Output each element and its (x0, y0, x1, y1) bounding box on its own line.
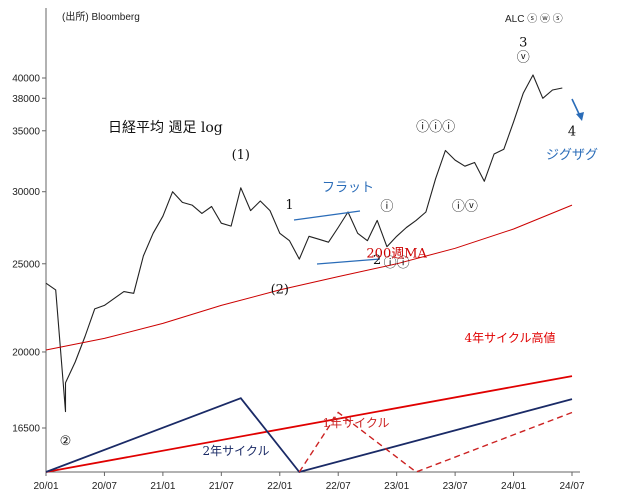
cycle-line-label: 4年サイクル高値 (464, 330, 555, 345)
annotation-label: 3 (519, 36, 527, 51)
flat-upper-trendline (293, 210, 361, 221)
wave-guides (293, 98, 584, 265)
annotation-label: 1 (285, 198, 293, 213)
annotation-label: 200週MA (366, 246, 427, 261)
annotation-label: ⓥ (517, 51, 530, 66)
x-tick-label: 21/01 (150, 481, 175, 492)
y-tick-label: 25000 (12, 259, 40, 270)
y-tick-label: 16500 (12, 424, 40, 435)
y-tick-label: 20000 (12, 347, 40, 358)
annotation-label: ⓘⓘ (384, 256, 410, 271)
flat-lower-trendline (316, 258, 381, 265)
x-tick-label: 20/01 (33, 481, 58, 492)
annotation-label: 4 (568, 124, 576, 139)
annotation-label: 2 (373, 253, 381, 268)
source-label: (出所) Bloomberg (62, 10, 140, 23)
cycle-line-label: 2年サイクル (202, 444, 269, 458)
annotation-label: (2) (271, 282, 289, 297)
zigzag-arrow-line (571, 98, 581, 117)
chart-title: 日経平均 週足 log (108, 120, 223, 136)
x-tick-label: 23/07 (443, 481, 468, 492)
annotation-label: ⓘ (380, 200, 393, 215)
cycle-line (45, 397, 573, 474)
x-tick-label: 21/07 (209, 481, 234, 492)
y-tick-label: 30000 (12, 187, 40, 198)
annotation-label: ② (60, 434, 72, 449)
cycle-lines (45, 375, 573, 474)
y-tick-label: 40000 (12, 74, 40, 85)
annotation-label: フラット (322, 181, 374, 196)
zigzag-arrow-head (576, 112, 584, 121)
annotation-label: ⓘⓘⓘ (416, 120, 455, 135)
x-tick-label: 24/07 (559, 481, 584, 492)
x-tick-label: 20/07 (92, 481, 117, 492)
price-line (45, 74, 563, 413)
cycle-line-label: 1年サイクル (322, 416, 389, 430)
x-axis: 20/01 20/07 21/01 21/07 22/01 22/07 23/01 23/07… (33, 472, 585, 492)
y-tick-label: 38000 (12, 94, 40, 105)
x-tick-label: 23/01 (384, 481, 409, 492)
cycle-line (45, 375, 573, 473)
x-tick-label: 22/01 (267, 481, 292, 492)
annotation-label: ジグザグ (546, 148, 598, 163)
x-tick-label: 22/07 (326, 481, 351, 492)
cycle-line (298, 411, 573, 473)
annotation-label: (1) (232, 148, 250, 163)
y-axis: 16500 20000 25000 30000 35000 38000 40000 (12, 74, 46, 435)
x-tick-label: 24/01 (501, 481, 526, 492)
series-lines (45, 74, 573, 413)
y-tick-label: 35000 (12, 126, 40, 137)
chart-labels: (1)1フラット2(2)ⓘⓘⓘⓘⓘⓘⓘⓥ3ⓥ4ジグザグ200週MA②4年サイクル… (60, 36, 598, 458)
corner-label: ALC ⓢ ⓦ ⓢ (505, 13, 563, 25)
annotation-label: ⓘⓥ (452, 200, 478, 215)
moving-average-line (45, 204, 573, 351)
